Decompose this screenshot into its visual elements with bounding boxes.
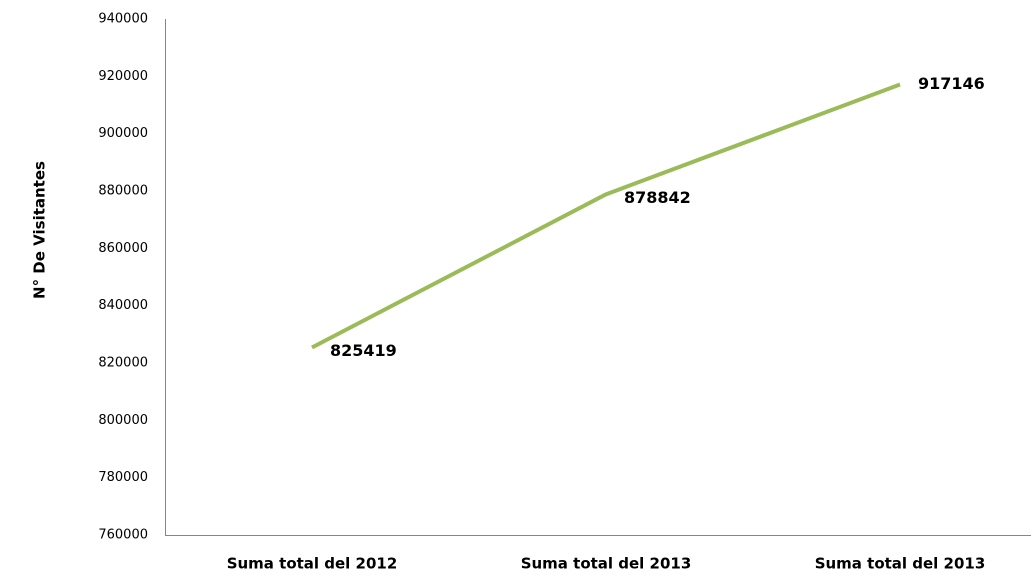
x-tick-label: Suma total del 2012 xyxy=(227,555,398,573)
y-tick-label: 900000 xyxy=(98,126,148,141)
y-tick-label: 840000 xyxy=(98,298,148,313)
y-tick-label: 860000 xyxy=(98,241,148,256)
y-tick-label: 940000 xyxy=(98,12,148,27)
y-tick-label: 820000 xyxy=(98,356,148,371)
y-tick-label: 920000 xyxy=(98,69,148,84)
data-label: 917146 xyxy=(918,74,985,93)
y-tick-label: 780000 xyxy=(98,470,148,485)
y-axis-label: N° De Visitantes xyxy=(31,161,49,299)
x-tick-label: Suma total del 2013 xyxy=(521,555,692,573)
x-tick-label: Suma total del 2013 xyxy=(815,555,986,573)
y-tick-label: 800000 xyxy=(98,413,148,428)
y-tick-label: 880000 xyxy=(98,184,148,199)
data-label: 878842 xyxy=(624,188,691,207)
data-line xyxy=(311,82,901,350)
data-label: 825419 xyxy=(330,341,397,360)
y-tick-label: 760000 xyxy=(98,528,148,543)
